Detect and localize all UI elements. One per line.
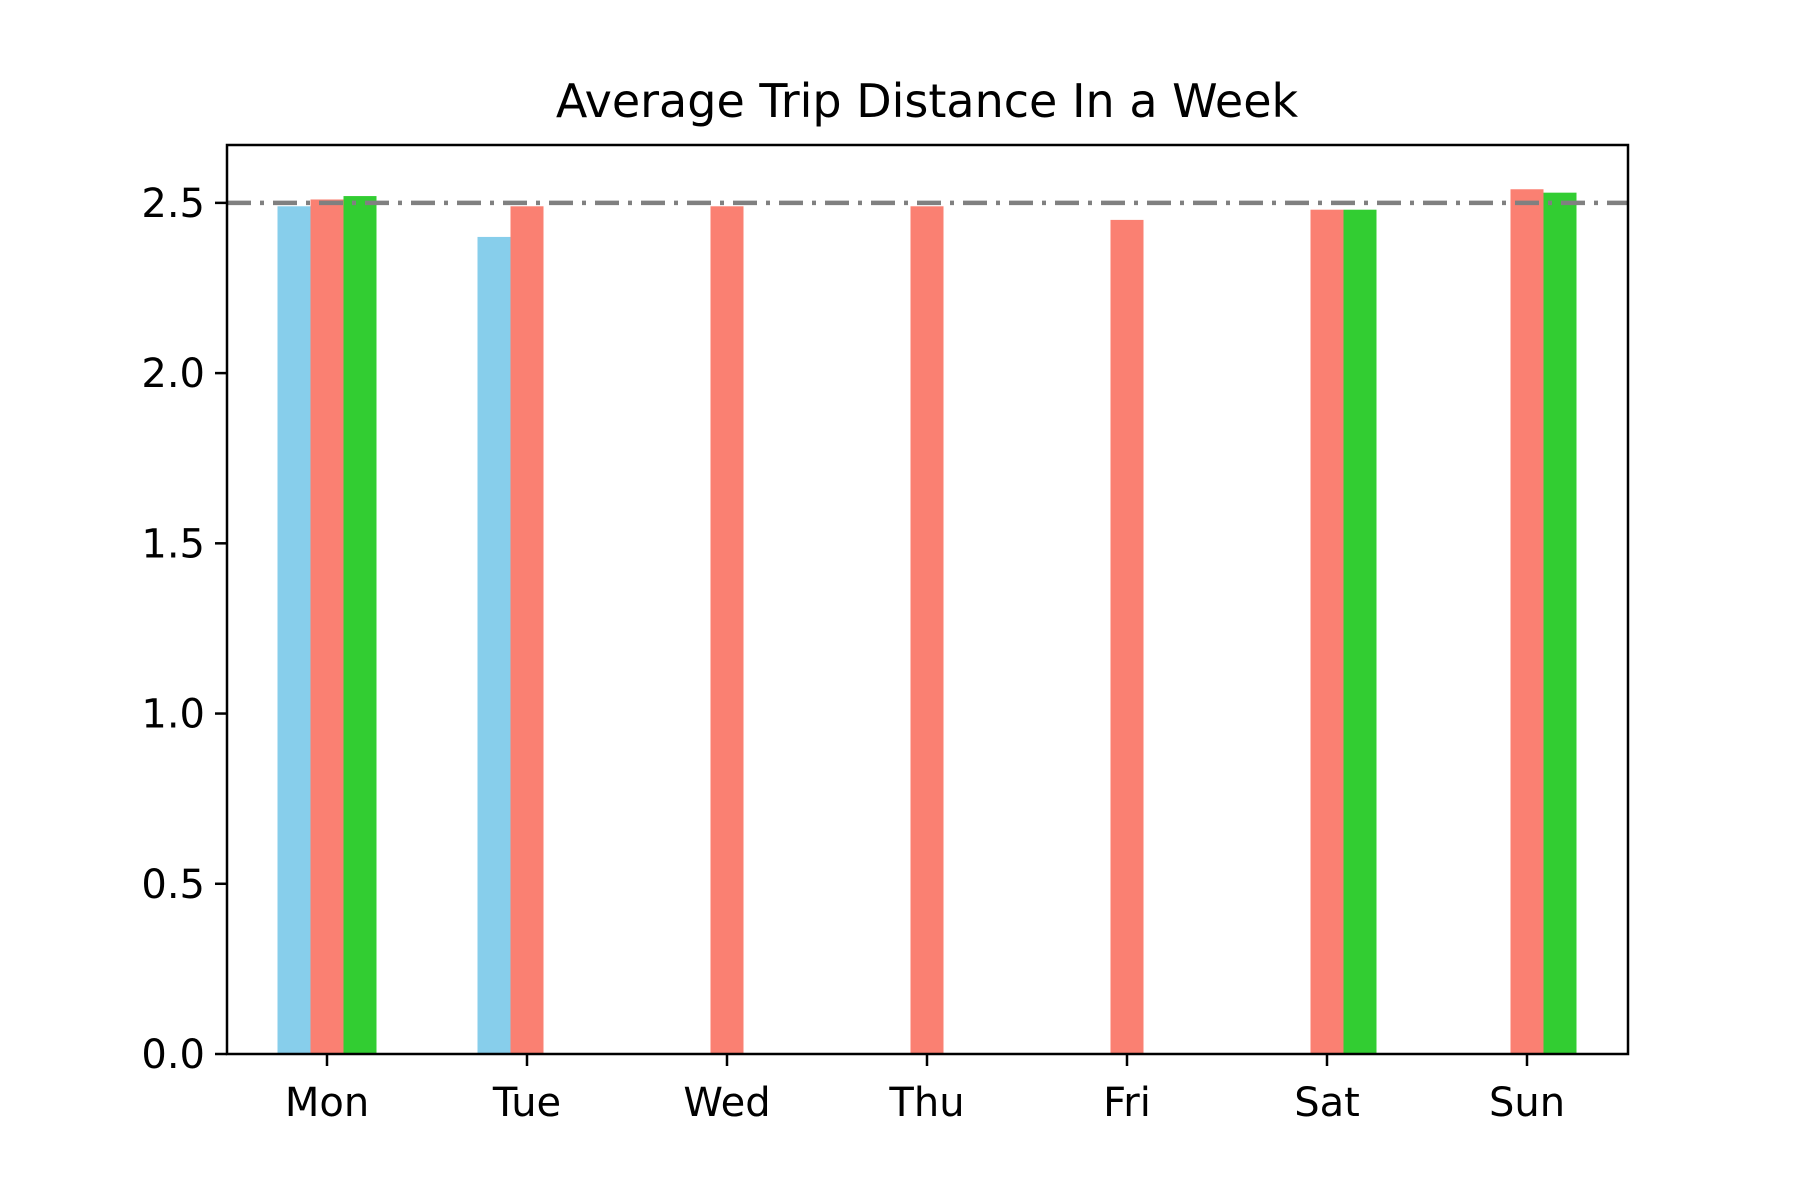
x-tick-label-wed: Wed bbox=[683, 1080, 770, 1126]
bar-mon-series-2 bbox=[310, 199, 344, 1054]
x-tick-label-mon: Mon bbox=[285, 1080, 369, 1126]
bar-tue-series-2 bbox=[510, 206, 544, 1055]
bar-fri-series-2 bbox=[1110, 219, 1144, 1055]
bars-layer bbox=[277, 189, 1577, 1055]
chart-title: Average Trip Distance In a Week bbox=[556, 74, 1299, 128]
x-tick-label-sat: Sat bbox=[1294, 1080, 1360, 1126]
axes-layer: 0.0 0.5 1.0 1.5 2.0 2.5 Mon Tue Wed Thu Fri Sat Sun bbox=[141, 143, 1630, 1126]
bar-sat-series-3 bbox=[1343, 209, 1377, 1054]
y-tick-label: 2.0 bbox=[141, 351, 205, 397]
y-tick-label: 1.0 bbox=[141, 692, 205, 738]
x-tick-label-fri: Fri bbox=[1103, 1080, 1151, 1126]
bar-tue-series-1 bbox=[477, 236, 511, 1055]
bar-sun-series-3 bbox=[1543, 192, 1577, 1055]
y-tick-label: 0.0 bbox=[141, 1032, 205, 1078]
bar-sat-series-2 bbox=[1310, 209, 1344, 1054]
bar-wed-series-2 bbox=[710, 206, 744, 1055]
x-tick-label-thu: Thu bbox=[888, 1080, 964, 1126]
y-tick-label: 2.5 bbox=[141, 181, 205, 227]
y-tick-label: 1.5 bbox=[141, 521, 205, 567]
bar-thu-series-2 bbox=[910, 206, 944, 1055]
bar-sun-series-2 bbox=[1510, 189, 1544, 1054]
bar-mon-series-3 bbox=[343, 196, 377, 1055]
x-tick-label-sun: Sun bbox=[1489, 1080, 1565, 1126]
y-tick-label: 0.5 bbox=[141, 862, 205, 908]
bar-mon-series-1 bbox=[277, 206, 311, 1055]
x-tick-label-tue: Tue bbox=[492, 1080, 561, 1126]
